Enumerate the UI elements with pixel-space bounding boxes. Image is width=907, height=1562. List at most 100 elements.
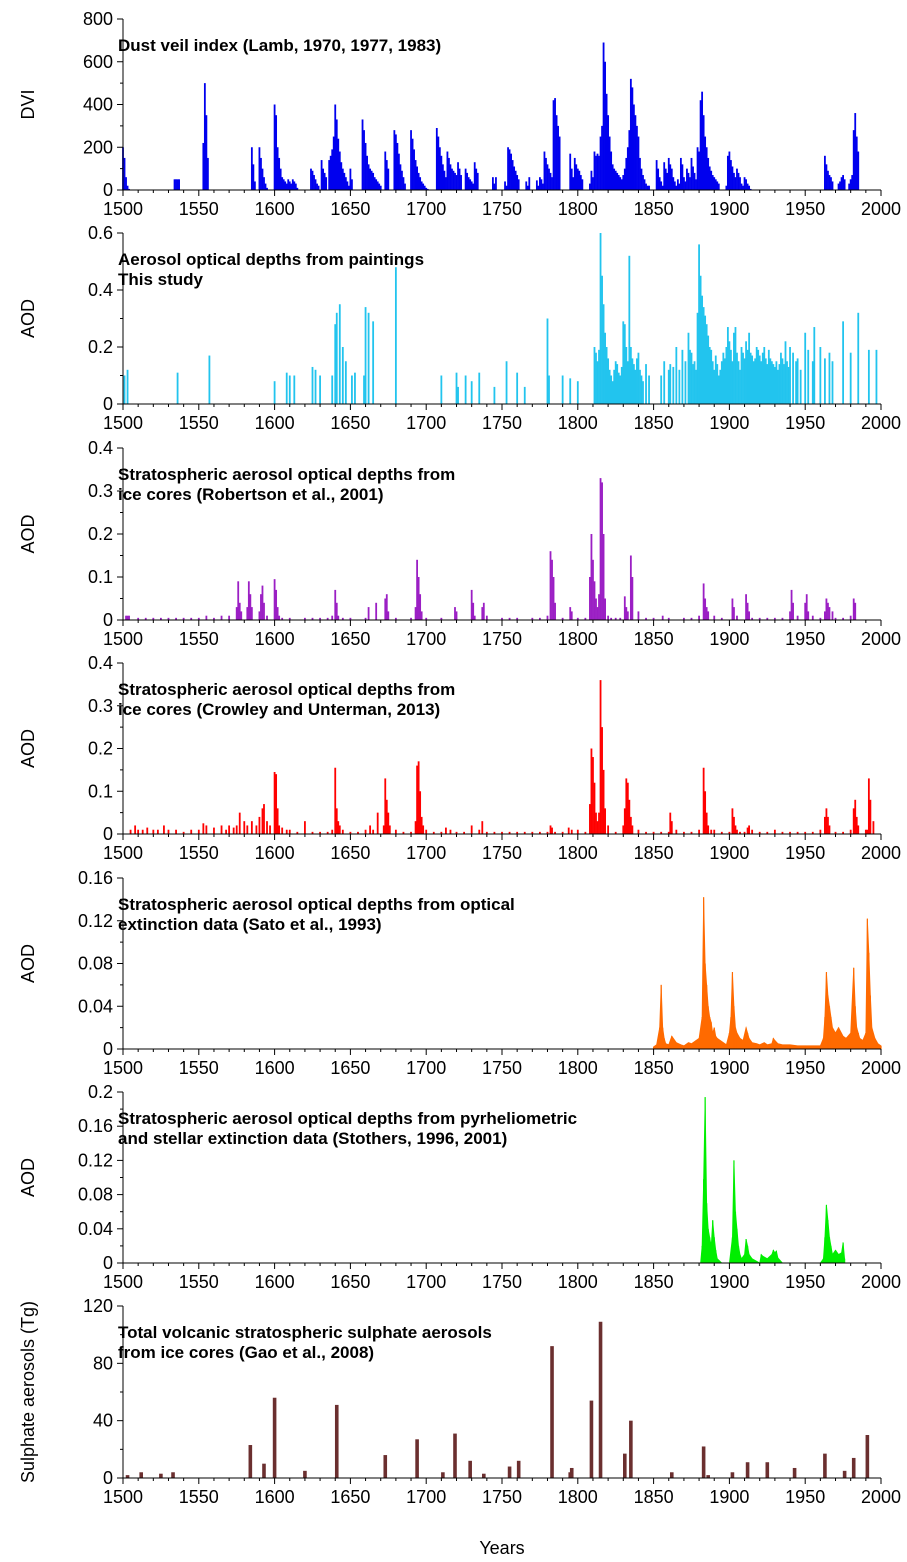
bar [341,617,344,620]
bar [156,829,159,834]
bar [335,119,338,190]
bar [667,617,670,620]
bar [539,617,541,620]
bar [637,352,640,404]
bar [602,534,605,620]
y-tick-label: 0.1 [88,781,113,801]
bar [813,327,816,404]
bar [857,825,860,834]
bar [460,175,462,190]
bar [840,177,843,190]
y-tick-label: 0.12 [78,911,113,931]
x-tick-label: 1500 [103,413,143,433]
bar [670,821,673,834]
x-tick-label: 1650 [330,1058,370,1078]
bar [827,602,829,620]
panel-title-line: Stratospheric aerosol optical depths fro… [118,1109,577,1128]
bar [549,172,552,190]
bar [275,774,278,834]
panel-title-line: Dust veil index (Lamb, 1970, 1977, 1983) [118,36,441,55]
bar [854,602,857,620]
bar [247,581,250,620]
bar [678,183,681,190]
panel-5: 0 0.04 0.08 0.12 0.16 1500 1550 1600 1650 1700 175… [18,868,901,1078]
bar [261,808,264,834]
bar [723,358,726,404]
bar [601,125,603,191]
bar [319,375,321,404]
bar [325,177,328,190]
bar [596,607,599,620]
panel-3: 0 0.1 0.2 0.3 0.4 1500 1550 1600 1650 1700 1750 180… [18,438,901,649]
bar [419,594,422,620]
bar [710,829,713,834]
bar [159,1473,163,1478]
bar [349,617,352,620]
bar [733,816,735,834]
bar [792,352,794,404]
bar [501,831,503,834]
bar [681,349,684,404]
bar [255,825,258,834]
bar [602,769,605,835]
bar [516,175,519,190]
x-tick-label: 1550 [179,413,219,433]
bar [475,168,478,191]
x-tick-label: 1850 [634,843,674,863]
bar [655,160,658,190]
bar [663,361,666,404]
bar [126,185,129,190]
bar [690,831,693,834]
bar [767,349,770,404]
y-tick-label: 0.3 [88,696,113,716]
bar [445,177,447,190]
bar [414,821,417,834]
bar [690,157,693,190]
bar [711,175,714,190]
bar [772,364,775,404]
bar [811,361,814,404]
bar [642,175,644,190]
bar [466,172,469,190]
bar [357,831,359,834]
bar [317,185,320,190]
bar [628,130,631,190]
x-tick-label: 1850 [634,1487,674,1507]
bar [220,825,223,834]
x-tick-label: 1950 [785,1272,825,1292]
panel-title-line: Aerosol optical depths from paintings [118,250,424,269]
bar [410,831,412,834]
x-tick-label: 2000 [861,199,901,219]
bar [123,157,126,190]
bar [291,179,294,190]
x-tick-label: 2000 [861,1487,901,1507]
bar [660,831,663,834]
bar [508,149,511,190]
bar [766,364,769,404]
bar [361,119,364,190]
bar [611,164,614,190]
x-tick-label: 1600 [255,1272,295,1292]
bar [455,175,458,190]
bar [419,177,422,190]
bar [338,304,341,404]
bar [417,761,420,834]
bar [728,831,731,834]
bar [272,1397,277,1478]
bar [687,332,690,404]
bar [731,361,734,404]
bar [828,825,831,834]
bar [440,617,443,620]
bar [220,615,223,620]
bar [420,181,423,190]
bar [737,172,740,190]
bar [834,617,837,620]
bar [387,812,390,835]
bar [584,617,587,620]
bar [513,166,516,190]
bar [619,177,622,190]
bar [175,829,177,834]
bar [569,607,572,620]
bar [501,617,503,620]
y-tick-label: 0.3 [88,481,113,501]
